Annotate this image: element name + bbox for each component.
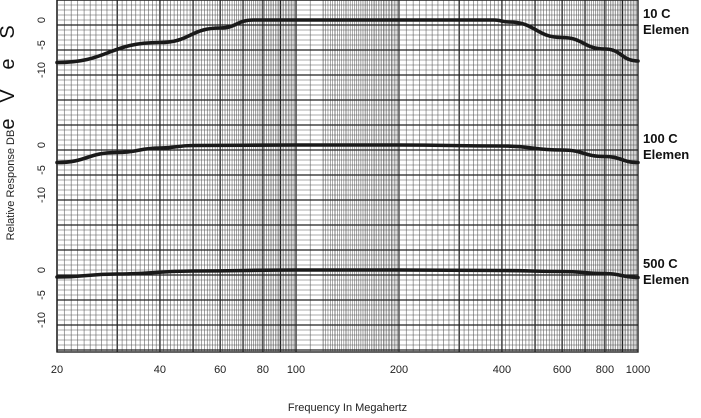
edge-glyph: e	[0, 118, 19, 129]
panel-label: 10 C	[643, 6, 671, 21]
y-tick-label: -10	[36, 312, 48, 328]
response-curves	[55, 18, 640, 280]
x-tick-label: 100	[287, 364, 305, 376]
edge-glyph: S	[0, 25, 19, 38]
edge-glyph: e	[0, 58, 19, 69]
y-tick-label: 0	[36, 142, 48, 148]
panel-label: 500 C	[643, 256, 678, 271]
y-tick-label: 0	[36, 17, 48, 23]
y-axis-title: Relative Response DB	[5, 130, 17, 241]
y-tick-label: -5	[36, 290, 48, 300]
x-tick-label: 20	[51, 364, 63, 376]
y-tick-label: -5	[36, 165, 48, 175]
x-tick-label: 200	[390, 364, 408, 376]
panel-label: Elemen	[643, 22, 689, 37]
x-tick-label: 40	[154, 364, 166, 376]
panel-label: Elemen	[643, 147, 689, 162]
x-tick-label: 400	[493, 364, 511, 376]
plot-frame	[56, 0, 639, 353]
y-tick-label: 0	[36, 267, 48, 273]
response-curve-1	[55, 18, 640, 65]
x-tick-label: 80	[257, 364, 269, 376]
x-tick-label: 600	[553, 364, 571, 376]
y-tick-label: -10	[36, 187, 48, 203]
panel-label: Elemen	[643, 272, 689, 287]
x-axis-title: Frequency In Megahertz	[288, 402, 407, 414]
chart-grid	[56, 0, 639, 353]
y-tick-label: -5	[36, 40, 48, 50]
x-tick-label: 60	[214, 364, 226, 376]
panel-label: 100 C	[643, 131, 678, 146]
x-tick-label: 800	[596, 364, 614, 376]
response-curve-2	[55, 143, 640, 165]
response-curve-3	[55, 268, 640, 280]
y-tick-label: -10	[36, 62, 48, 78]
x-tick-label: 1000	[626, 364, 650, 376]
edge-glyph: V	[0, 89, 19, 103]
